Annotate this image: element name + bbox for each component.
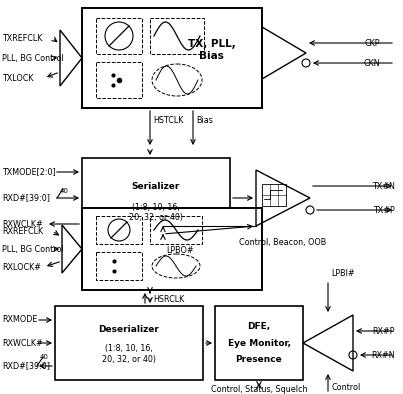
- Bar: [82, 208, 262, 290]
- Text: CKP: CKP: [364, 39, 380, 48]
- Text: PLL, BG Control: PLL, BG Control: [2, 54, 64, 63]
- Text: RX#N: RX#N: [372, 351, 395, 359]
- Text: HSRCLK: HSRCLK: [153, 296, 184, 305]
- Text: RXWCLK#: RXWCLK#: [2, 219, 43, 229]
- Text: TX#P: TX#P: [373, 206, 395, 214]
- Text: PLL, BG Control: PLL, BG Control: [2, 245, 64, 253]
- Text: TXMODE[2:0]: TXMODE[2:0]: [2, 167, 56, 177]
- Bar: [96, 62, 142, 98]
- Text: 40: 40: [40, 354, 49, 360]
- Text: TXREFCLK: TXREFCLK: [2, 33, 42, 43]
- Text: Deserializer: Deserializer: [99, 325, 160, 334]
- Text: TX#N: TX#N: [372, 182, 395, 191]
- Text: RXREFCLK: RXREFCLK: [2, 227, 43, 236]
- Text: Control, Status, Squelch: Control, Status, Squelch: [211, 385, 307, 394]
- Text: Presence: Presence: [236, 355, 283, 364]
- Bar: [82, 158, 230, 238]
- Text: RXD#[39:0]: RXD#[39:0]: [2, 193, 50, 203]
- Bar: [96, 216, 142, 244]
- Text: (1:8, 10, 16,
20, 32, or 40): (1:8, 10, 16, 20, 32, or 40): [102, 344, 156, 364]
- Text: Control: Control: [331, 383, 360, 392]
- Bar: [96, 252, 142, 280]
- Bar: [150, 18, 204, 54]
- Bar: [215, 306, 303, 380]
- Text: 40: 40: [60, 188, 69, 194]
- Text: Eye Monitor,: Eye Monitor,: [228, 338, 291, 348]
- Text: HSTCLK: HSTCLK: [153, 115, 183, 125]
- Text: RXLOCK#: RXLOCK#: [2, 262, 41, 271]
- Text: LPBI#: LPBI#: [331, 269, 355, 279]
- Text: RXD#[39:0]: RXD#[39:0]: [2, 362, 50, 370]
- Text: Serializer: Serializer: [132, 182, 180, 191]
- Bar: [150, 216, 202, 244]
- Text: RX#P: RX#P: [372, 327, 395, 336]
- Text: TX, PLL,
Bias: TX, PLL, Bias: [188, 39, 235, 61]
- Text: Control, Beacon, OOB: Control, Beacon, OOB: [239, 238, 326, 247]
- Bar: [82, 8, 262, 108]
- Text: (1:8, 10, 16,
20, 32, or 40): (1:8, 10, 16, 20, 32, or 40): [129, 203, 183, 222]
- Bar: [262, 184, 286, 206]
- Bar: [96, 18, 142, 54]
- Text: Bias: Bias: [196, 115, 213, 125]
- Text: LPBO#: LPBO#: [166, 245, 193, 255]
- Text: RXMODE: RXMODE: [2, 316, 37, 325]
- Bar: [55, 306, 203, 380]
- Text: TXLOCK: TXLOCK: [2, 74, 33, 82]
- Text: CKN: CKN: [364, 58, 380, 67]
- Text: RXWCLK#: RXWCLK#: [2, 338, 43, 348]
- Text: DFE,: DFE,: [247, 322, 270, 331]
